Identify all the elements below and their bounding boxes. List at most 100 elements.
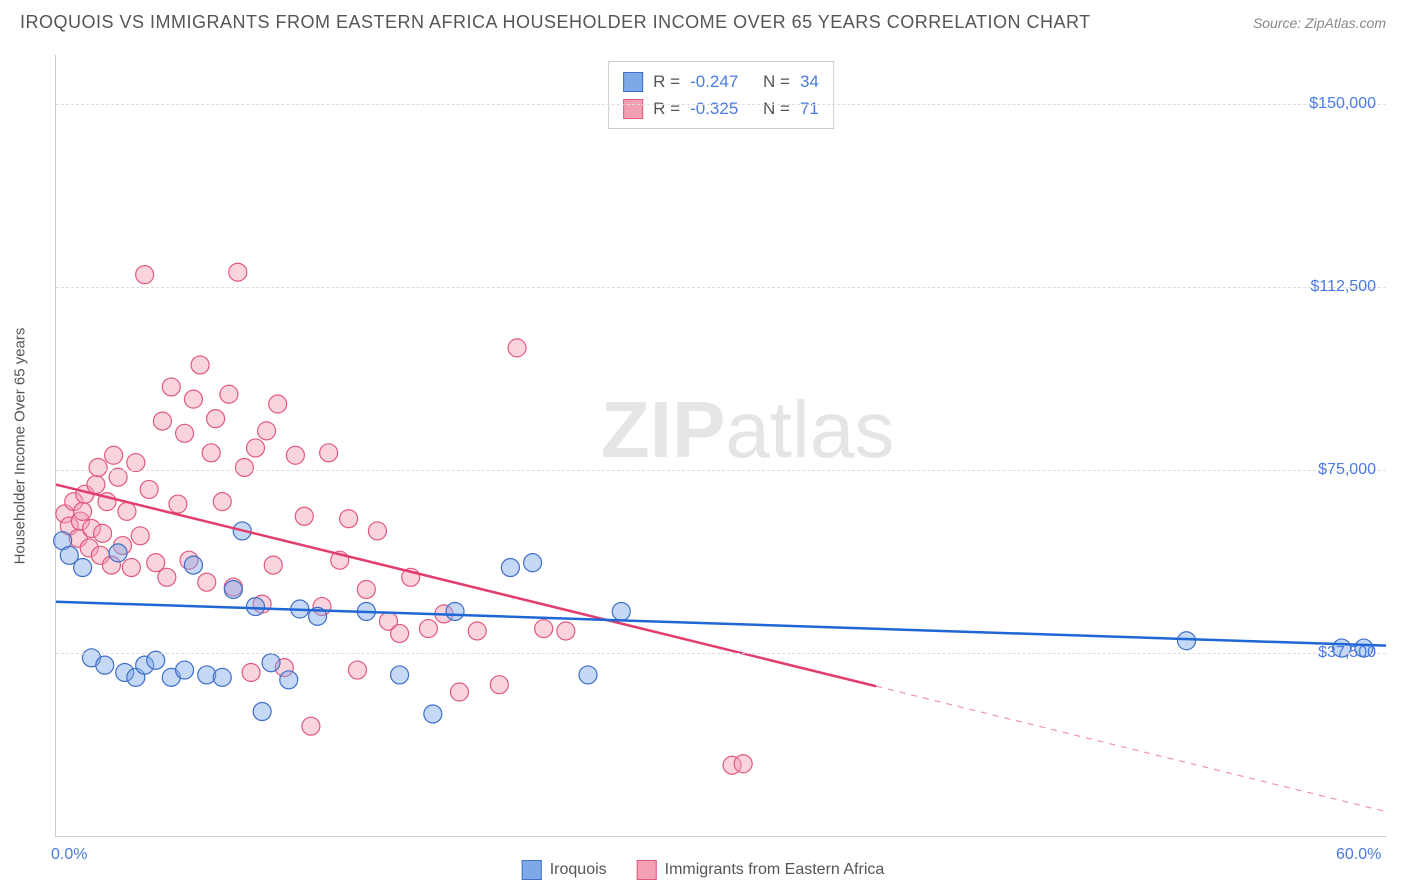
data-point: [169, 495, 187, 513]
data-point: [302, 717, 320, 735]
data-point: [94, 524, 112, 542]
data-point: [368, 522, 386, 540]
data-point: [122, 559, 140, 577]
legend-label-1: Immigrants from Eastern Africa: [665, 861, 885, 879]
data-point: [295, 507, 313, 525]
x-tick-label: 0.0%: [51, 846, 87, 864]
data-point: [224, 580, 242, 598]
data-point: [391, 624, 409, 642]
data-point: [213, 668, 231, 686]
data-point: [96, 656, 114, 674]
data-point: [229, 263, 247, 281]
data-point: [501, 559, 519, 577]
data-point: [508, 339, 526, 357]
stats-row-0: R = -0.247 N = 34: [623, 68, 819, 95]
data-point: [207, 410, 225, 428]
data-point: [535, 620, 553, 638]
legend-label-0: Iroquois: [550, 861, 607, 879]
data-point: [357, 580, 375, 598]
y-tick-label: $75,000: [1318, 461, 1376, 479]
data-point: [153, 412, 171, 430]
data-point: [109, 544, 127, 562]
legend: Iroquois Immigrants from Eastern Africa: [522, 860, 885, 880]
data-point: [118, 502, 136, 520]
chart-header: IROQUOIS VS IMMIGRANTS FROM EASTERN AFRI…: [0, 0, 1406, 39]
stats-row-1: R = -0.325 N = 71: [623, 95, 819, 122]
data-point: [184, 390, 202, 408]
data-point: [147, 554, 165, 572]
data-point: [247, 598, 265, 616]
data-point: [320, 444, 338, 462]
data-point: [220, 385, 238, 403]
data-point: [235, 458, 253, 476]
stats-n-0: 34: [800, 68, 819, 95]
data-point: [74, 559, 92, 577]
data-point: [269, 395, 287, 413]
data-point: [734, 755, 752, 773]
data-point: [140, 480, 158, 498]
data-point: [253, 703, 271, 721]
data-point: [162, 378, 180, 396]
scatter-svg: [56, 55, 1386, 836]
data-point: [242, 663, 260, 681]
stats-box: R = -0.247 N = 34 R = -0.325 N = 71: [608, 61, 834, 129]
data-point: [262, 654, 280, 672]
data-point: [612, 602, 630, 620]
data-point: [419, 620, 437, 638]
data-point: [424, 705, 442, 723]
stats-swatch-0: [623, 72, 643, 92]
legend-item-1: Immigrants from Eastern Africa: [637, 860, 885, 880]
data-point: [557, 622, 575, 640]
data-point: [286, 446, 304, 464]
data-point: [87, 476, 105, 494]
data-point: [89, 458, 107, 476]
chart-source: Source: ZipAtlas.com: [1253, 15, 1386, 31]
data-point: [247, 439, 265, 457]
data-point: [74, 502, 92, 520]
data-point: [280, 671, 298, 689]
legend-item-0: Iroquois: [522, 860, 607, 880]
data-point: [136, 266, 154, 284]
data-point: [105, 446, 123, 464]
legend-swatch-0: [522, 860, 542, 880]
data-point: [450, 683, 468, 701]
stats-r-1: -0.325: [690, 95, 738, 122]
stats-n-label: N =: [763, 95, 790, 122]
trend-line: [56, 602, 1386, 646]
data-point: [131, 527, 149, 545]
data-point: [258, 422, 276, 440]
data-point: [524, 554, 542, 572]
data-point: [147, 651, 165, 669]
chart-title: IROQUOIS VS IMMIGRANTS FROM EASTERN AFRI…: [20, 12, 1091, 33]
trend-line-dashed: [876, 686, 1386, 811]
data-point: [158, 568, 176, 586]
data-point: [446, 602, 464, 620]
data-point: [198, 573, 216, 591]
trend-line: [56, 485, 876, 687]
y-axis-label: Householder Income Over 65 years: [12, 328, 29, 565]
y-tick-label: $150,000: [1309, 95, 1376, 113]
x-tick-label: 60.0%: [1336, 846, 1381, 864]
stats-n-label: N =: [763, 68, 790, 95]
data-point: [1178, 632, 1196, 650]
data-point: [468, 622, 486, 640]
stats-r-label: R =: [653, 68, 680, 95]
data-point: [176, 661, 194, 679]
legend-swatch-1: [637, 860, 657, 880]
data-point: [348, 661, 366, 679]
data-point: [202, 444, 220, 462]
data-point: [490, 676, 508, 694]
stats-swatch-1: [623, 99, 643, 119]
y-tick-label: $112,500: [1310, 278, 1376, 296]
stats-r-label: R =: [653, 95, 680, 122]
data-point: [184, 556, 202, 574]
chart-plot-area: ZIPatlas R = -0.247 N = 34 R = -0.325 N …: [55, 55, 1386, 837]
data-point: [579, 666, 597, 684]
data-point: [340, 510, 358, 528]
data-point: [264, 556, 282, 574]
data-point: [109, 468, 127, 486]
data-point: [391, 666, 409, 684]
data-point: [213, 493, 231, 511]
data-point: [176, 424, 194, 442]
stats-n-1: 71: [800, 95, 819, 122]
